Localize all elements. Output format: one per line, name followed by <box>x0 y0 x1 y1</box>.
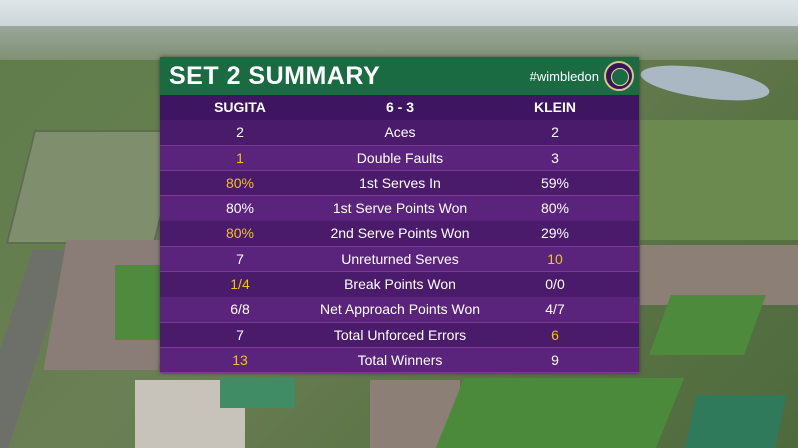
player1-stat: 2 <box>236 124 244 141</box>
player2-stat: 29% <box>540 225 570 242</box>
player1-stat: 7 <box>236 250 244 267</box>
panel-header: SET 2 SUMMARY #wimbledon <box>160 57 639 95</box>
stat-row: 13 Total Winners 9 <box>160 347 639 373</box>
player1-stat: 7 <box>236 326 244 343</box>
player2-stat: 2 <box>551 124 559 141</box>
stat-label: Aces <box>384 124 416 141</box>
player1-stat: 13 <box>232 351 248 368</box>
stat-label: Break Points Won <box>344 276 456 293</box>
court-left <box>115 265 165 340</box>
stat-row: 1 Double Faults 3 <box>160 145 639 171</box>
stat-label: Total Winners <box>357 351 443 368</box>
stat-row: 6/8 Net Approach Points Won 4/7 <box>160 297 639 322</box>
player1-stat: 80% <box>225 200 255 217</box>
stat-label: 1st Serves In <box>359 174 441 191</box>
player2-stat: 59% <box>540 174 570 191</box>
stat-label: 1st Serve Points Won <box>332 200 468 217</box>
set-summary-panel: SET 2 SUMMARY #wimbledon SUGITA 6 - 3 KL… <box>160 57 639 373</box>
green-building <box>220 378 295 408</box>
panel-title: SET 2 SUMMARY <box>169 62 381 90</box>
player1-stat: 1 <box>236 149 244 166</box>
stat-label: Total Unforced Errors <box>333 326 467 343</box>
player1-stat: 80% <box>225 174 255 191</box>
stat-row: 80% 1st Serve Points Won 80% <box>160 196 639 221</box>
hashtag: #wimbledon <box>529 69 599 84</box>
stats-table: SUGITA 6 - 3 KLEIN 2 Aces 2 1 Double Faults 3… <box>160 95 639 373</box>
roof-bottom-right <box>683 395 787 448</box>
player1-name: SUGITA <box>214 99 266 115</box>
field-right <box>640 120 798 240</box>
stat-row: 7 Total Unforced Errors 6 <box>160 322 639 348</box>
centre-court-roof <box>5 130 184 244</box>
stat-row: 80% 1st Serves In 59% <box>160 170 639 196</box>
stat-row: 80% 2nd Serve Points Won 29% <box>160 221 639 246</box>
stat-label: Net Approach Points Won <box>319 301 481 318</box>
player1-stat: 80% <box>225 225 255 242</box>
players-row: SUGITA 6 - 3 KLEIN <box>160 95 639 120</box>
player2-stat: 3 <box>551 149 559 166</box>
stat-label: Double Faults <box>356 149 444 166</box>
set-score: 6 - 3 <box>385 99 414 115</box>
courts-bottom <box>435 378 685 448</box>
stat-row: 7 Unreturned Serves 10 <box>160 246 639 272</box>
stat-row: 2 Aces 2 <box>160 120 639 145</box>
player2-stat: 4/7 <box>545 301 565 318</box>
player2-stat: 9 <box>551 351 559 368</box>
player2-name: KLEIN <box>534 99 576 115</box>
stat-label: Unreturned Serves <box>341 250 459 267</box>
wimbledon-logo-icon <box>604 61 634 91</box>
player1-stat: 1/4 <box>230 276 250 293</box>
sky <box>0 0 798 30</box>
player2-stat: 10 <box>547 250 563 267</box>
stat-label: 2nd Serve Points Won <box>330 225 470 242</box>
player2-stat: 80% <box>540 200 570 217</box>
stat-row: 1/4 Break Points Won 0/0 <box>160 272 639 297</box>
player1-stat: 6/8 <box>230 301 250 318</box>
player2-stat: 6 <box>551 326 559 343</box>
logo-emblem <box>611 68 629 86</box>
player2-stat: 0/0 <box>545 276 565 293</box>
